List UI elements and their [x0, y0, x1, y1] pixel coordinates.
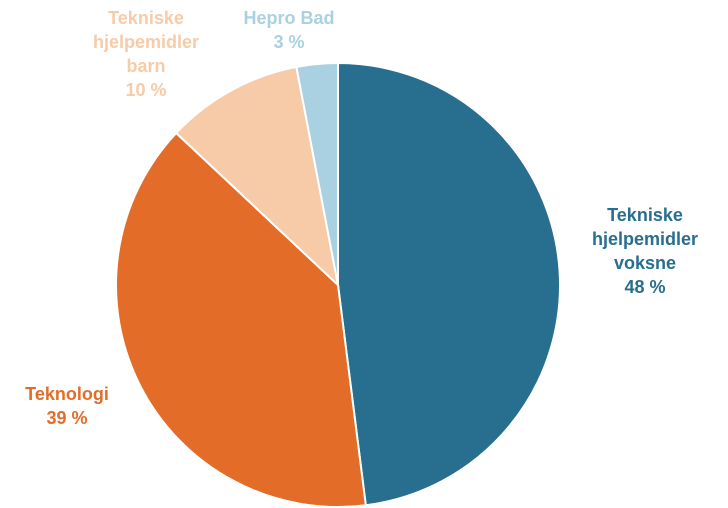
- pie-slice-teknologi: [115, 131, 367, 508]
- label-line: hjelpemidler: [591, 229, 699, 249]
- value-label: 10 %: [125, 80, 167, 100]
- label-line: voksne: [613, 253, 677, 273]
- pie-slice-hepro-bad: [295, 61, 339, 286]
- value-label: 48 %: [624, 277, 666, 297]
- pie-slice-tekniske-hjelpemidler-barn: [174, 65, 340, 288]
- label-teknologi: Teknologi 39 %: [25, 382, 109, 430]
- label-line: barn: [126, 56, 166, 76]
- label-line: Hepro Bad: [243, 8, 335, 28]
- value-label: 39 %: [46, 408, 88, 428]
- label-line: Teknologi: [25, 384, 109, 404]
- label-line: Tekniske: [108, 8, 184, 28]
- label-hepro-bad: Hepro Bad 3 %: [243, 6, 334, 54]
- label-tekniske-hjelpemidler-barn: Tekniske hjelpemidler barn 10 %: [93, 6, 199, 102]
- label-line: hjelpemidler: [92, 32, 200, 52]
- value-label: 3 %: [273, 32, 305, 52]
- label-line: Tekniske: [607, 205, 683, 225]
- label-tekniske-hjelpemidler-voksne: Tekniske hjelpemidler voksne 48 %: [592, 203, 698, 299]
- pie-slice-tekniske-hjelpemidler-voksne: [337, 61, 561, 507]
